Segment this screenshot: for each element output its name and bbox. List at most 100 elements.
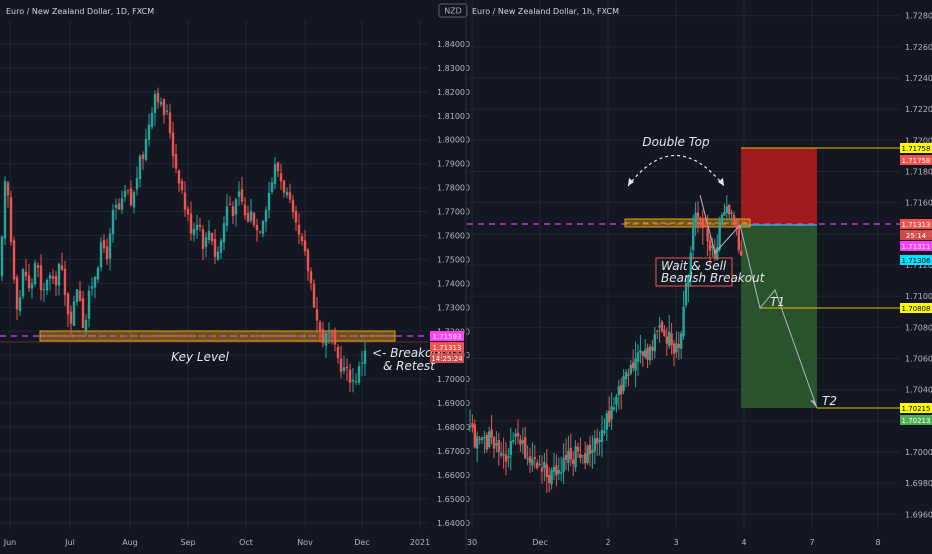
candle — [15, 274, 19, 321]
candle — [174, 144, 178, 174]
left-y-tick-label: 1.73000 — [437, 303, 470, 312]
candle — [348, 363, 352, 392]
right-x-tick-label: 4 — [741, 538, 746, 547]
candle — [732, 211, 736, 226]
candle — [716, 234, 719, 261]
candle — [468, 409, 472, 432]
candle — [228, 196, 232, 206]
candle — [33, 260, 37, 287]
candle — [69, 305, 73, 334]
candle — [252, 212, 256, 228]
candle — [21, 268, 25, 299]
left-y-tick-label: 1.74000 — [437, 279, 470, 288]
wait-and-sell-box: Wait & Sell Bearish Breakout — [655, 257, 766, 287]
candle — [514, 428, 517, 446]
candle — [261, 220, 265, 238]
candle — [615, 394, 618, 413]
resistance-zone — [624, 218, 751, 228]
left-x-tick-label: 2021 — [410, 538, 430, 547]
svg-text:1.71758: 1.71758 — [902, 145, 931, 153]
t1-label: T1 — [770, 295, 785, 309]
candle — [521, 427, 524, 455]
candle — [651, 339, 654, 361]
candle — [507, 448, 510, 468]
candle — [42, 282, 46, 303]
trade-zones — [741, 148, 817, 408]
candle — [593, 430, 596, 465]
candle — [144, 128, 148, 162]
candle — [246, 206, 250, 223]
left-x-tick-label: Sep — [180, 538, 195, 547]
left-y-tick-label: 1.83000 — [437, 64, 470, 73]
candle — [279, 163, 283, 190]
candle — [123, 184, 127, 203]
candle — [536, 459, 539, 470]
candle — [339, 345, 343, 379]
candle — [297, 213, 301, 245]
candle — [687, 274, 690, 303]
candle — [105, 238, 109, 266]
candle — [665, 327, 668, 356]
candle — [285, 187, 289, 199]
right-tag-cyan: 1.71306 — [900, 255, 932, 265]
right-y-tick-label: 1.70400 — [905, 386, 932, 395]
candle — [12, 236, 16, 284]
candle — [267, 182, 271, 219]
key-level-label: Key Level — [171, 350, 229, 364]
svg-text:1.71311: 1.71311 — [902, 243, 931, 251]
candle — [735, 217, 738, 236]
candle — [603, 418, 606, 436]
projected-path-arrow — [810, 400, 817, 408]
left-y-tick-label: 1.68000 — [437, 423, 470, 432]
candle — [87, 285, 91, 328]
candle — [201, 225, 205, 261]
right-x-tick-label: 8 — [875, 538, 880, 547]
candle — [234, 197, 238, 227]
right-tag-t2: 1.70215 — [900, 403, 932, 413]
candle — [725, 195, 728, 221]
candle — [576, 442, 580, 458]
candle — [309, 267, 313, 291]
candle — [531, 442, 534, 472]
candle — [636, 344, 640, 376]
left-price-tag-magenta: 1.71593 — [430, 331, 464, 341]
candle — [153, 90, 157, 126]
candle — [72, 295, 76, 326]
right-y-tick-label: 1.69600 — [905, 510, 932, 519]
candle — [357, 361, 361, 386]
candle — [588, 435, 592, 467]
candle — [249, 198, 253, 224]
candle — [207, 220, 211, 244]
bearish-breakout-label: Bearish Breakout — [661, 271, 766, 285]
svg-text:1.71758: 1.71758 — [902, 157, 931, 165]
candle — [273, 157, 277, 190]
candle — [60, 252, 64, 271]
candle — [288, 183, 292, 203]
candle — [276, 161, 280, 178]
left-x-tick-label: Aug — [122, 538, 138, 547]
candle — [473, 419, 476, 449]
candle — [333, 327, 337, 352]
candle — [138, 154, 142, 187]
candle — [45, 277, 49, 295]
candle — [90, 277, 94, 297]
right-y-tick-label: 1.72600 — [905, 43, 932, 52]
candle — [129, 180, 133, 207]
candle — [132, 190, 136, 214]
candle — [737, 217, 740, 254]
candle — [75, 289, 79, 306]
candle — [656, 330, 659, 340]
candle — [48, 272, 52, 291]
right-tag-t1: 1.70808 — [900, 303, 932, 313]
svg-text:1.70215: 1.70215 — [902, 405, 931, 413]
left-x-tick-label: Dec — [354, 538, 369, 547]
candle — [237, 181, 241, 206]
left-price-tag-current: 1.71313 — [430, 342, 464, 352]
target-zone — [741, 225, 817, 408]
candle — [102, 233, 106, 254]
candle — [646, 343, 649, 369]
candle — [168, 103, 172, 139]
candle — [24, 258, 28, 281]
